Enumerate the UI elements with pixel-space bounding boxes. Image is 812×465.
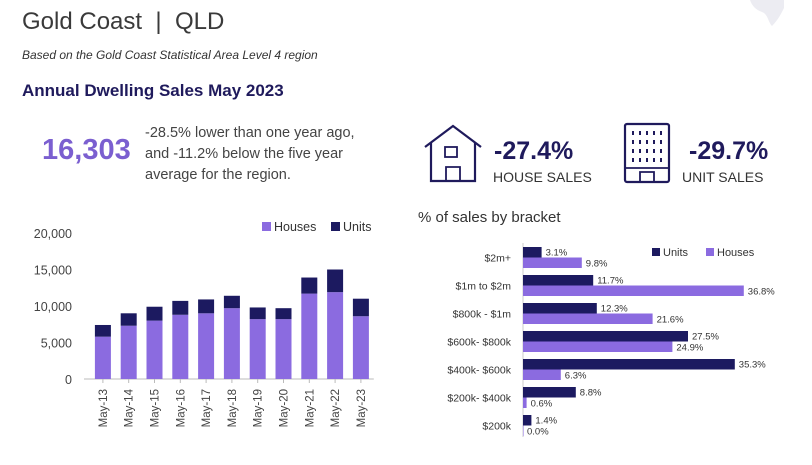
units-bar xyxy=(352,298,369,317)
total-sales-value: 16,303 xyxy=(42,134,131,166)
bracket-label: $2m+ xyxy=(484,253,511,265)
bracket-label: $600k- $800k xyxy=(447,337,511,349)
x-tick-label: May-20 xyxy=(279,389,291,427)
houses-data-label: 21.6% xyxy=(657,315,684,326)
bracket-label: $800k - $1m xyxy=(453,309,512,321)
houses-data-label: 6.3% xyxy=(565,371,587,382)
houses-data-label: 9.8% xyxy=(586,259,608,270)
bracket-label: $200k- $400k xyxy=(447,393,511,405)
houses-bar xyxy=(94,336,111,379)
units-bar xyxy=(523,415,532,426)
unit-sales-pct: -29.7% xyxy=(689,137,769,165)
houses-bar xyxy=(223,308,240,379)
units-bar xyxy=(523,331,688,342)
legend-houses-swatch xyxy=(262,222,271,231)
units-bar xyxy=(198,299,215,314)
legend-units-label: Units xyxy=(663,247,689,259)
units-bar xyxy=(301,277,318,294)
legend-houses-label: Houses xyxy=(274,220,316,234)
y-tick-label: 5,000 xyxy=(41,337,72,351)
page-subtitle: Based on the Gold Coast Statistical Area… xyxy=(22,48,318,62)
units-data-label: 3.1% xyxy=(546,248,568,259)
units-bar xyxy=(120,313,137,326)
x-tick-label: May-13 xyxy=(98,389,110,427)
summary-text: -28.5% lower than one year ago, and -11.… xyxy=(145,123,355,186)
map-outline-icon xyxy=(750,0,784,26)
x-tick-label: May-23 xyxy=(356,389,368,427)
houses-bar xyxy=(172,314,189,379)
units-bar xyxy=(523,303,597,314)
bracket-label: $200k xyxy=(482,421,511,433)
units-bar xyxy=(523,359,735,370)
houses-bar xyxy=(301,293,318,379)
y-tick-label: 10,000 xyxy=(34,300,72,314)
x-tick-label: May-15 xyxy=(150,389,162,427)
houses-bar xyxy=(523,369,561,380)
houses-bar xyxy=(523,313,653,324)
bracket-label: $1m to $2m xyxy=(456,281,512,293)
units-data-label: 12.3% xyxy=(601,304,628,315)
section-heading: Annual Dwelling Sales May 2023 xyxy=(22,81,284,100)
annual-sales-chart: 0 5,000 10,000 15,000 20,000 May-13 May-14 May-… xyxy=(34,220,374,427)
legend-units-label: Units xyxy=(343,220,371,234)
houses-bar xyxy=(523,397,527,408)
units-bar xyxy=(523,247,542,258)
units-bar xyxy=(327,269,344,293)
houses-bar xyxy=(146,320,163,379)
legend-houses-label: Houses xyxy=(717,247,755,259)
houses-bar xyxy=(198,313,215,379)
y-tick-label: 15,000 xyxy=(34,264,72,278)
units-bar xyxy=(172,300,189,315)
houses-data-label: 24.9% xyxy=(676,343,703,354)
house-icon xyxy=(424,124,482,183)
houses-bar xyxy=(275,319,292,379)
y-tick-label: 20,000 xyxy=(34,227,72,241)
units-bar xyxy=(146,306,163,321)
x-tick-label: May-18 xyxy=(227,389,239,427)
y-tick-label: 0 xyxy=(65,373,72,387)
houses-data-label: 0.6% xyxy=(531,399,553,410)
houses-data-label: 0.0% xyxy=(527,427,549,438)
building-icon xyxy=(623,122,671,184)
house-sales-label: HOUSE SALES xyxy=(493,169,592,185)
houses-bar xyxy=(352,316,369,379)
houses-bar xyxy=(523,257,582,268)
units-data-label: 8.8% xyxy=(580,388,602,399)
x-tick-label: May-21 xyxy=(304,389,316,427)
page-title: Gold Coast | QLD xyxy=(22,8,225,35)
unit-sales-label: UNIT SALES xyxy=(682,169,764,185)
units-data-label: 1.4% xyxy=(535,416,557,427)
houses-bar xyxy=(523,285,744,296)
houses-bar xyxy=(327,292,344,379)
legend-houses-swatch xyxy=(706,248,714,256)
legend-units-swatch xyxy=(652,248,660,256)
legend-units-swatch xyxy=(331,222,340,231)
bracket-label: $400k- $600k xyxy=(447,365,511,377)
units-bar xyxy=(223,295,240,309)
houses-bar xyxy=(523,425,524,436)
x-tick-label: May-22 xyxy=(330,389,342,427)
house-sales-pct: -27.4% xyxy=(494,137,574,165)
units-bar xyxy=(523,387,576,398)
houses-bar xyxy=(523,341,673,352)
x-tick-label: May-17 xyxy=(201,389,213,427)
summary-line-2: and -11.2% below the five year xyxy=(145,146,344,162)
units-bar xyxy=(249,307,266,320)
bracket-chart-title: % of sales by bracket xyxy=(418,209,561,226)
units-bar xyxy=(275,308,292,320)
summary-line-3: average for the region. xyxy=(145,167,291,183)
houses-data-label: 36.8% xyxy=(748,287,775,298)
bracket-chart: $2m+ 3.1% 9.8% $1m to $2m 11.7% 36.8% $800k - … xyxy=(447,243,775,438)
summary-line-1: -28.5% lower than one year ago, xyxy=(145,125,355,141)
units-data-label: 27.5% xyxy=(692,332,719,343)
x-tick-label: May-16 xyxy=(175,389,187,427)
x-tick-label: May-19 xyxy=(253,389,265,427)
houses-bar xyxy=(120,325,137,379)
x-tick-label: May-14 xyxy=(124,388,136,427)
houses-bar xyxy=(249,319,266,379)
units-data-label: 35.3% xyxy=(739,360,766,371)
units-bar xyxy=(94,324,111,337)
units-data-label: 11.7% xyxy=(597,276,624,287)
units-bar xyxy=(523,275,594,286)
